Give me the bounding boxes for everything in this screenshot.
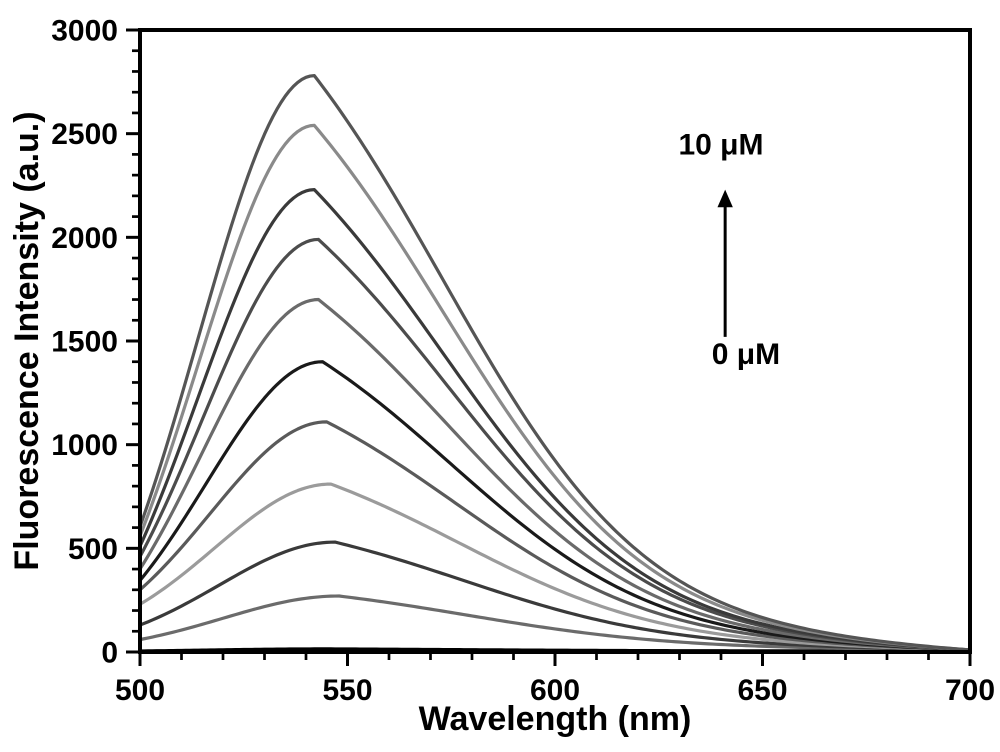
y-tick-label: 2500 — [51, 118, 118, 151]
spectrum-curve — [140, 76, 970, 650]
x-tick-label: 700 — [945, 674, 995, 707]
y-tick-label: 0 — [101, 637, 118, 670]
chart-svg: 500550600650700050010001500200025003000W… — [0, 0, 1000, 752]
x-axis-label: Wavelength (nm) — [419, 700, 692, 738]
y-tick-label: 3000 — [51, 15, 118, 48]
curves-group — [140, 76, 970, 651]
arrowhead-icon — [717, 190, 732, 208]
y-axis-label: Fluorescence Intensity (a.u.) — [8, 111, 46, 570]
spectrum-curve — [140, 190, 970, 650]
y-tick-label: 1000 — [51, 429, 118, 462]
x-tick-label: 500 — [115, 674, 165, 707]
spectrum-curve — [140, 125, 970, 650]
spectrum-curve — [140, 542, 970, 650]
spectrum-curve — [140, 422, 970, 650]
fluorescence-spectrum-chart: 500550600650700050010001500200025003000W… — [0, 0, 1000, 752]
y-tick-label: 2000 — [51, 222, 118, 255]
x-tick-label: 650 — [737, 674, 787, 707]
x-tick-label: 550 — [322, 674, 372, 707]
annotation-min-label: 0 μM — [712, 338, 780, 371]
y-tick-label: 500 — [68, 533, 118, 566]
y-tick-label: 1500 — [51, 326, 118, 359]
annotation-max-label: 10 μM — [678, 128, 763, 161]
